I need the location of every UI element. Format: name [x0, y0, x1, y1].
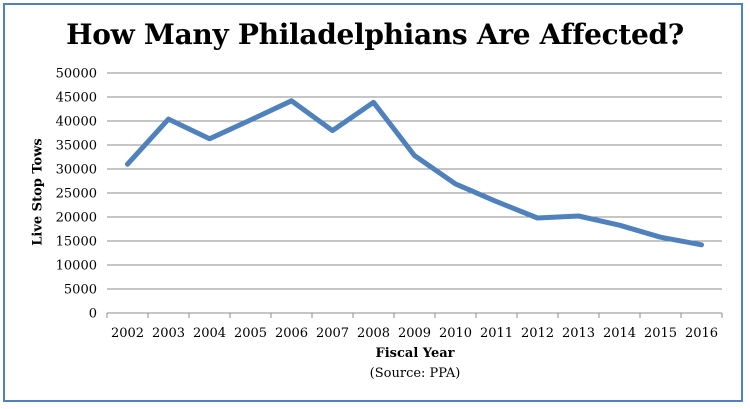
y-tick-labels: 0 5000 10000 15000 20000 25000 30000 35000 40000…	[56, 67, 97, 322]
x-axis-label: Fiscal Year	[375, 346, 455, 361]
x-tick-label: 2014	[603, 326, 636, 341]
y-tick-label: 25000	[56, 187, 97, 202]
series-lines	[125, 98, 704, 248]
x-tick-label: 2006	[275, 326, 308, 341]
x-tick-marks	[106, 312, 723, 318]
y-tick-label: 40000	[56, 115, 97, 130]
chart-title: How Many Philadelphians Are Affected?	[66, 18, 684, 51]
y-tick-label: 0	[89, 307, 97, 322]
x-tick-label: 2016	[685, 326, 718, 341]
x-tick-label: 2005	[234, 326, 267, 341]
x-tick-label: 2015	[644, 326, 677, 341]
x-tick-label: 2012	[521, 326, 554, 341]
x-tick-label: 2007	[316, 326, 349, 341]
chart-frame	[3, 3, 743, 402]
source-note: (Source: PPA)	[369, 366, 461, 381]
x-tick-label: 2002	[111, 326, 144, 341]
y-tick-label: 15000	[56, 235, 97, 250]
y-tick-label: 35000	[56, 139, 97, 154]
x-tick-label: 2004	[193, 326, 226, 341]
y-tick-label: 5000	[64, 283, 97, 298]
y-tick-label: 20000	[56, 211, 97, 226]
x-tick-label: 2003	[152, 326, 185, 341]
x-tick-label: 2013	[562, 326, 595, 341]
x-tick-label: 2011	[480, 326, 513, 341]
y-tick-label: 45000	[56, 91, 97, 106]
gridlines	[107, 72, 722, 314]
y-tick-label: 50000	[56, 67, 97, 82]
x-tick-labels: 2002 2003 2004 2005 2006 2007 2008 2009 2010 2011…	[111, 326, 718, 341]
x-tick-label: 2009	[398, 326, 431, 341]
x-tick-label: 2010	[439, 326, 472, 341]
x-tick-label: 2008	[357, 326, 390, 341]
y-tick-label: 30000	[56, 163, 97, 178]
y-tick-label: 10000	[56, 259, 97, 274]
series-line	[125, 98, 704, 248]
